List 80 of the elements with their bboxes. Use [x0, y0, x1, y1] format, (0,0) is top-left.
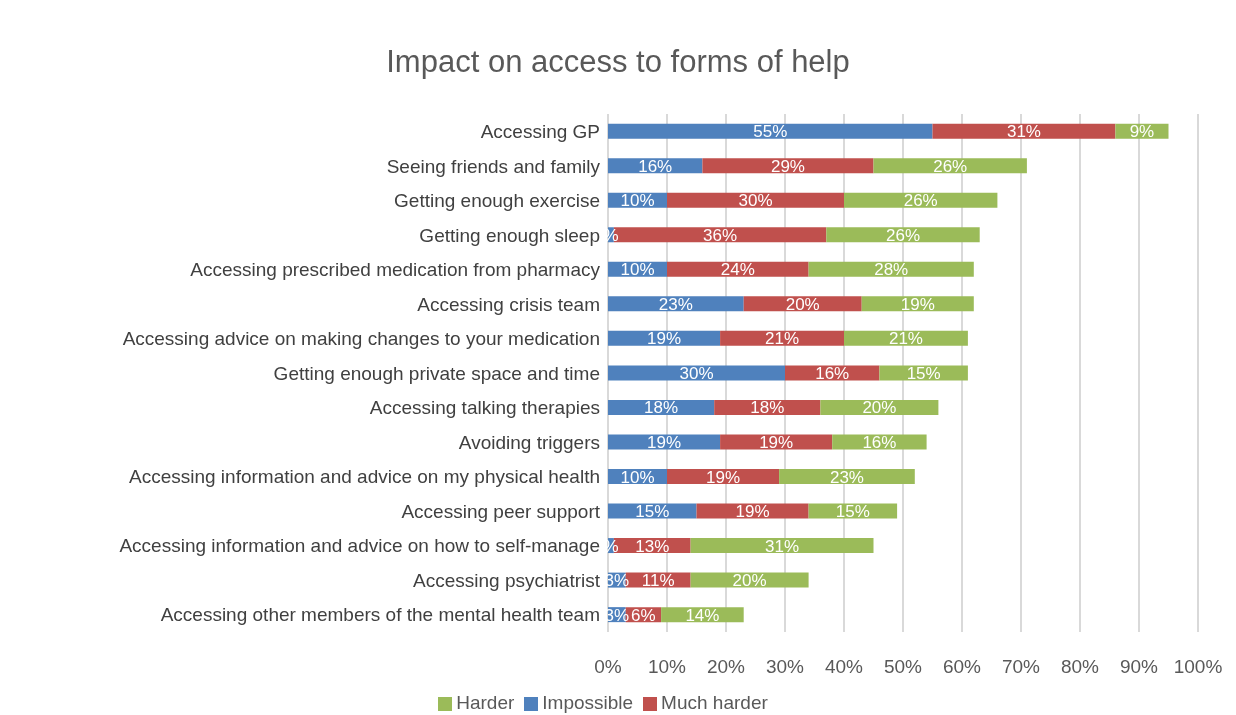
- data-label: 55%: [753, 122, 788, 142]
- data-label: 10%: [620, 467, 655, 487]
- data-label: 28%: [874, 260, 909, 280]
- x-tick-label: 70%: [1001, 656, 1041, 678]
- y-tick-label: Accessing information and advice on my physical health: [128, 466, 600, 488]
- y-tick-label: Accessing information and advice on how to self-manage: [119, 535, 600, 557]
- data-label: 18%: [750, 398, 785, 418]
- y-tick-label: Accessing GP: [480, 121, 600, 143]
- x-tick-label: 60%: [942, 656, 982, 678]
- bar: [808, 261, 974, 277]
- data-label: 19%: [706, 467, 741, 487]
- data-label: 15%: [906, 363, 941, 383]
- data-label: 11%: [641, 571, 675, 591]
- x-tick-label: 30%: [765, 656, 805, 678]
- legend-label: Much harder: [661, 692, 768, 713]
- bar: [690, 538, 874, 554]
- data-label: 23%: [658, 294, 693, 314]
- data-label: 18%: [644, 398, 679, 418]
- bar: [608, 123, 933, 139]
- data-label: 15%: [635, 502, 670, 522]
- data-label: 15%: [835, 502, 870, 522]
- data-label: 23%: [829, 467, 864, 487]
- data-label: 19%: [647, 432, 682, 452]
- data-label: 36%: [703, 225, 738, 245]
- y-tick-label: Accessing advice on making changes to your medication: [122, 328, 600, 350]
- data-label: 19%: [647, 329, 682, 349]
- bar: [667, 192, 844, 208]
- data-label: 14%: [685, 605, 720, 625]
- y-tick-label: Avoiding triggers: [458, 431, 600, 453]
- data-label: 26%: [885, 225, 921, 245]
- y-tick-label: Accessing crisis team: [417, 293, 600, 315]
- data-label: 20%: [862, 398, 897, 418]
- data-label: 21%: [888, 329, 923, 349]
- x-tick-label: 40%: [824, 656, 864, 678]
- data-label: 29%: [770, 156, 805, 176]
- y-tick-label: Getting enough exercise: [394, 190, 600, 212]
- data-label: 20%: [732, 571, 767, 591]
- data-label: 30%: [679, 363, 714, 383]
- x-tick-label: 50%: [883, 656, 923, 678]
- x-tick-label: 90%: [1119, 656, 1159, 678]
- y-tick-label: Accessing psychiatrist: [413, 569, 601, 591]
- data-label: 19%: [735, 502, 770, 522]
- x-tick-label: 10%: [647, 656, 687, 678]
- data-label: 31%: [1006, 122, 1041, 142]
- data-label: 6%: [631, 605, 656, 625]
- data-label: 21%: [765, 329, 800, 349]
- data-label: 19%: [759, 432, 794, 452]
- data-label: 26%: [933, 156, 968, 176]
- bar: [667, 261, 809, 277]
- data-label: 13%: [635, 536, 670, 556]
- y-tick-label: Accessing other members of the mental health team: [160, 604, 600, 626]
- data-label: 10%: [620, 260, 655, 280]
- x-tick-label: 100%: [1173, 656, 1223, 678]
- data-label: 26%: [903, 191, 938, 211]
- data-label: 31%: [765, 536, 800, 556]
- y-tick-label: Getting enough sleep: [419, 224, 600, 246]
- x-tick-label: 20%: [706, 656, 746, 678]
- data-label: 16%: [815, 363, 850, 383]
- bar: [608, 365, 785, 381]
- data-label: 20%: [785, 294, 820, 314]
- legend-label: Impossible: [542, 692, 634, 713]
- legend-label: Harder: [456, 692, 515, 713]
- data-label: 16%: [862, 432, 897, 452]
- data-label: 19%: [900, 294, 935, 314]
- bar: [932, 123, 1116, 139]
- y-tick-label: Accessing talking therapies: [369, 397, 600, 419]
- bar: [702, 158, 874, 174]
- x-tick-label: 0%: [594, 656, 622, 678]
- x-tick-label: 80%: [1060, 656, 1100, 678]
- data-label: 16%: [638, 156, 673, 176]
- bar: [826, 227, 980, 243]
- y-tick-label: Accessing prescribed medication from pharmacy: [190, 259, 601, 281]
- y-tick-label: Getting enough private space and time: [273, 362, 600, 384]
- data-label: 10%: [620, 191, 655, 211]
- data-label: 30%: [738, 191, 773, 211]
- data-label: 24%: [720, 260, 755, 280]
- data-label: 9%: [1129, 122, 1155, 142]
- chart-title: Impact on access to forms of help: [385, 43, 851, 81]
- y-tick-label: Accessing peer support: [401, 500, 601, 522]
- y-tick-label: Seeing friends and family: [386, 155, 601, 177]
